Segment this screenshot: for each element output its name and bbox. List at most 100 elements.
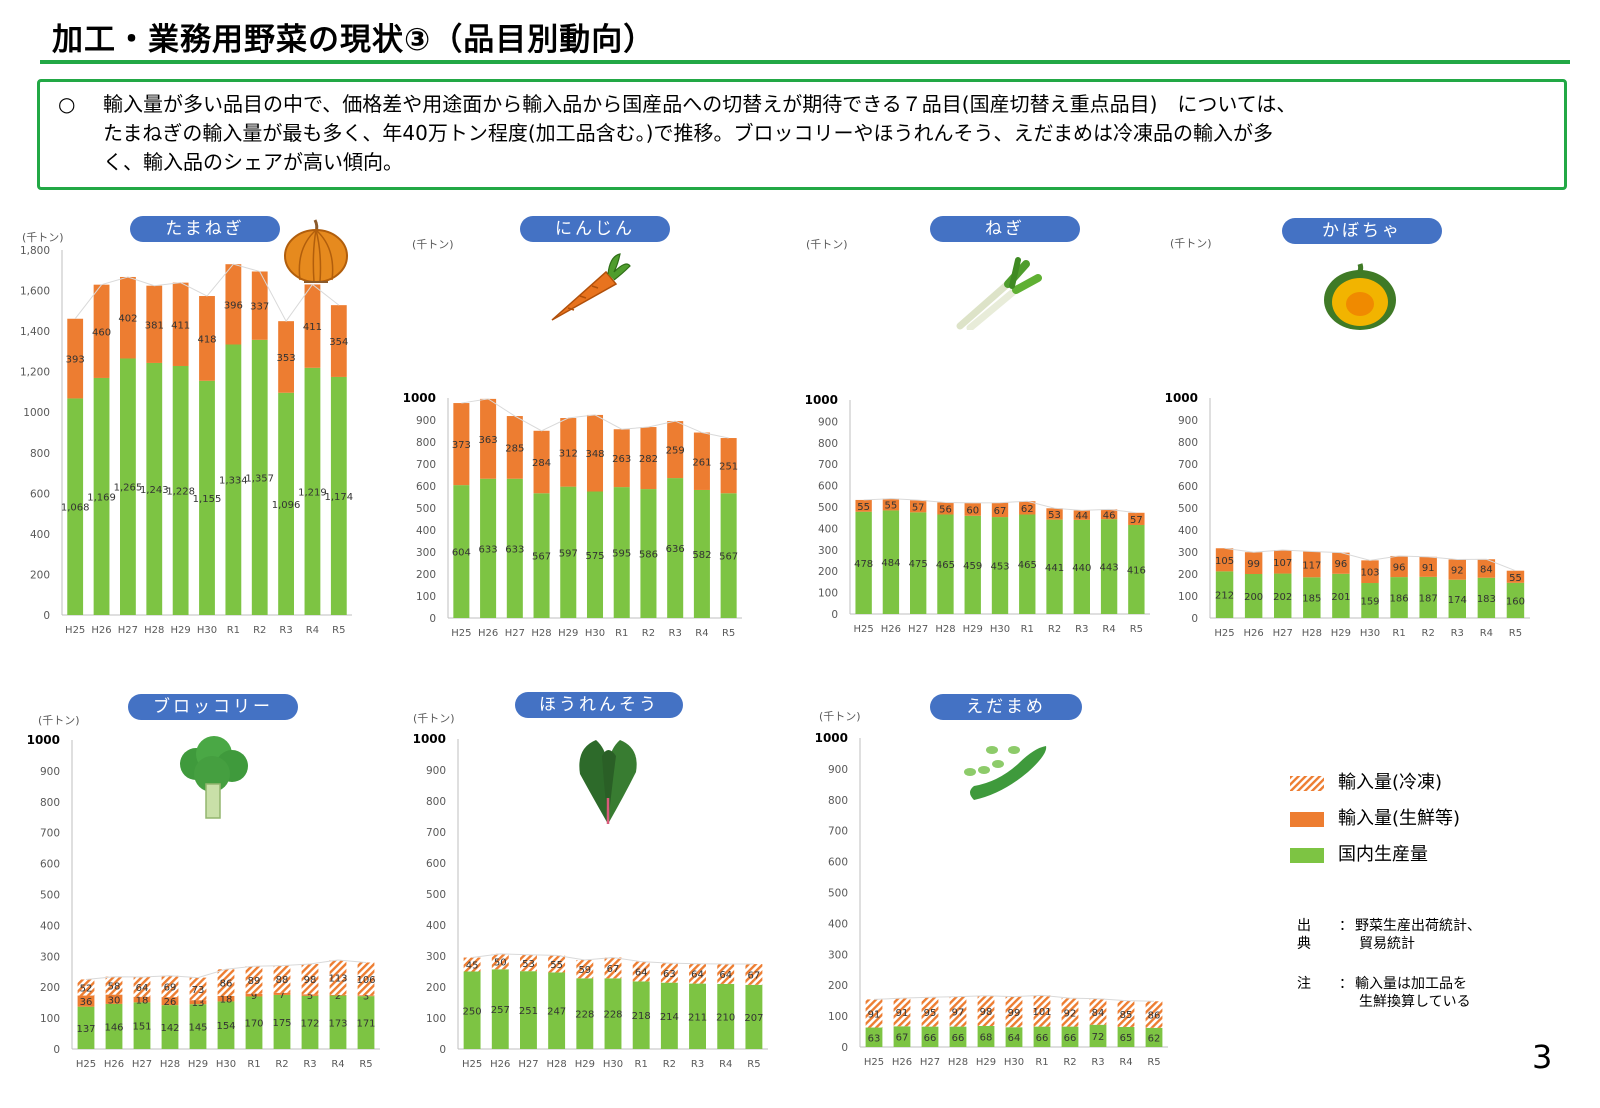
- bar-fresh: [304, 284, 321, 368]
- data-label-fresh: 9: [251, 991, 257, 1002]
- y-tick-label: 600: [1178, 481, 1198, 493]
- x-tick-label: R4: [306, 625, 319, 636]
- unit-label: (千トン): [1170, 237, 1212, 250]
- chart-title-broccoli: ブロッコリー: [128, 694, 298, 720]
- y-tick-label: 800: [1178, 437, 1198, 449]
- bar-domestic: [693, 489, 710, 618]
- data-label-domestic: 154: [216, 1021, 235, 1032]
- bar-frozen: [1089, 998, 1107, 1025]
- x-tick-label: R1: [1392, 628, 1405, 639]
- chart-title-negi: ねぎ: [930, 216, 1080, 242]
- unit-label: (千トン): [819, 710, 861, 723]
- data-label-frozen: 86: [1148, 1011, 1161, 1022]
- data-label-frozen: 67: [607, 964, 620, 975]
- y-tick-label: 600: [40, 859, 60, 871]
- x-tick-label: R2: [1048, 624, 1061, 635]
- bar-frozen: [865, 999, 883, 1028]
- x-tick-label: R3: [1451, 628, 1464, 639]
- y-tick-label: 200: [828, 980, 848, 992]
- x-tick-label: R3: [669, 628, 682, 639]
- bar-domestic: [520, 971, 537, 1049]
- bar-domestic: [146, 362, 163, 615]
- note-text-1: 輸入量は加工品を: [1355, 976, 1467, 992]
- bar-domestic: [1332, 573, 1350, 618]
- bar-fresh: [1244, 552, 1263, 574]
- data-label-domestic: 633: [479, 544, 498, 555]
- y-tick-label: 500: [426, 889, 446, 901]
- page-number: 3: [1532, 1038, 1553, 1076]
- bar-domestic: [77, 1006, 95, 1049]
- bar-fresh: [1046, 508, 1063, 520]
- bar-frozen: [463, 957, 481, 972]
- x-tick-label: R3: [1075, 624, 1088, 635]
- data-label-fresh: 337: [250, 302, 269, 313]
- data-label-fresh: 53: [1048, 510, 1061, 521]
- data-label-fresh: 354: [329, 337, 348, 348]
- data-label-domestic: 567: [532, 552, 551, 563]
- data-label-domestic: 1,155: [193, 494, 222, 505]
- total-trend-line: [873, 994, 1155, 1002]
- data-label-fresh: 107: [1273, 558, 1292, 569]
- x-tick-label: R2: [1063, 1057, 1076, 1068]
- data-label-domestic: 1,265: [114, 483, 143, 494]
- onion-icon: [284, 219, 348, 283]
- y-tick-label: 700: [828, 826, 848, 838]
- data-label-frozen: 91: [896, 1008, 909, 1019]
- bar-domestic: [1215, 571, 1234, 618]
- bar-domestic: [1244, 574, 1263, 618]
- bar-fresh: [964, 502, 981, 516]
- bar-frozen: [893, 998, 911, 1027]
- x-tick-label: H26: [881, 624, 901, 635]
- bar-frozen: [1117, 1000, 1135, 1027]
- bar-frozen: [491, 953, 509, 970]
- legend-swatch-frozen: [1290, 776, 1324, 791]
- data-label-domestic: 66: [1064, 1033, 1077, 1044]
- bar-domestic: [1448, 579, 1466, 618]
- x-tick-label: H25: [76, 1059, 96, 1070]
- bar-domestic: [217, 1001, 235, 1049]
- bar-domestic: [745, 984, 763, 1049]
- y-tick-label: 1000: [1165, 391, 1198, 405]
- x-tick-label: H25: [451, 628, 471, 639]
- bar-domestic: [105, 1003, 123, 1049]
- bar-fresh: [560, 418, 577, 487]
- x-tick-label: H26: [478, 628, 498, 639]
- bar-domestic: [304, 367, 321, 615]
- note-colon: ：: [1339, 976, 1353, 992]
- y-tick-label: 100: [416, 591, 436, 603]
- y-tick-label: 600: [30, 488, 50, 500]
- x-tick-label: H26: [1244, 628, 1264, 639]
- bar-frozen: [576, 960, 594, 979]
- x-tick-label: H29: [1331, 628, 1351, 639]
- bar-domestic: [1419, 576, 1437, 618]
- y-tick-label: 600: [426, 858, 446, 870]
- data-label-frozen: 98: [980, 1007, 993, 1018]
- bar-domestic: [640, 489, 657, 618]
- x-tick-label: R5: [359, 1059, 372, 1070]
- bar-domestic: [172, 365, 189, 615]
- summary-line-2: たまねぎの輸入量が最も多く、年40万トン程度(加工品含む。)で推移。ブロッコリー…: [103, 121, 1274, 145]
- bar-fresh: [133, 996, 151, 1003]
- y-tick-label: 300: [828, 949, 848, 961]
- y-tick-label: 300: [40, 951, 60, 963]
- data-label-domestic: 72: [1092, 1032, 1105, 1043]
- pumpkin-icon: [1324, 263, 1396, 330]
- y-tick-label: 900: [426, 765, 446, 777]
- y-tick-label: 400: [818, 523, 838, 535]
- x-tick-label: H28: [1302, 628, 1322, 639]
- summary-bullet: ○: [58, 92, 76, 116]
- bar-fresh: [586, 414, 604, 492]
- y-tick-label: 400: [40, 920, 60, 932]
- x-tick-label: R2: [1422, 628, 1435, 639]
- bar-fresh: [273, 992, 291, 995]
- y-tick-label: 200: [426, 982, 446, 994]
- source-text-1: 野菜生産出荷統計、: [1355, 918, 1481, 934]
- bar-domestic: [453, 485, 470, 618]
- data-label-domestic: 465: [936, 560, 955, 571]
- bar-fresh: [613, 429, 630, 488]
- bar-fresh: [1019, 501, 1036, 515]
- x-tick-label: H27: [132, 1059, 152, 1070]
- bar-domestic: [1145, 1027, 1163, 1047]
- x-tick-label: H30: [1360, 628, 1380, 639]
- bar-domestic: [949, 1026, 967, 1047]
